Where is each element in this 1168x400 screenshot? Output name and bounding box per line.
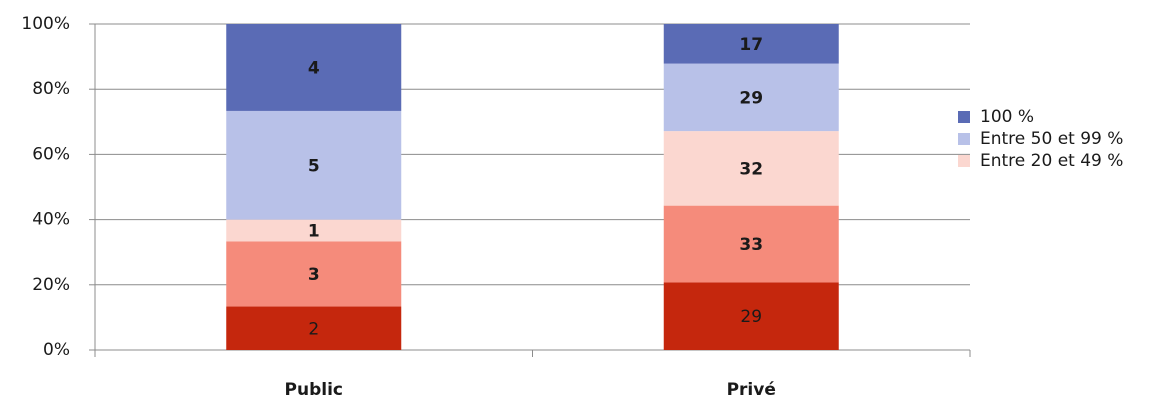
bar-segment	[663, 24, 839, 64]
data-label: 17	[739, 35, 763, 55]
y-tick-label: 60%	[32, 144, 70, 164]
bar-segment	[226, 219, 402, 242]
data-label: 32	[739, 159, 763, 179]
bar-segment	[663, 205, 839, 283]
bar-segment	[226, 24, 402, 111]
bar-segment	[226, 241, 402, 307]
y-tick-label: 100%	[21, 14, 70, 34]
y-tick-label: 0%	[43, 340, 70, 360]
legend-swatch	[958, 111, 970, 123]
data-label: 29	[740, 307, 762, 327]
data-label: 4	[308, 58, 320, 78]
bar-segment	[226, 110, 402, 220]
legend-label: 100 %	[980, 107, 1034, 127]
y-tick-label: 80%	[32, 79, 70, 99]
bar-segment	[226, 306, 402, 350]
data-label: 1	[308, 221, 320, 241]
legend-swatch	[958, 155, 970, 167]
bar-segment	[663, 282, 839, 350]
data-label: 5	[308, 156, 320, 176]
data-label: 29	[739, 88, 763, 108]
data-label: 33	[739, 235, 763, 255]
y-tick-label: 40%	[32, 210, 70, 230]
data-label: 2	[308, 319, 319, 339]
x-tick-label: Privé	[727, 380, 776, 400]
y-tick-label: 20%	[32, 275, 70, 295]
legend-label: Entre 20 et 49 %	[980, 151, 1123, 171]
bar-segment	[663, 63, 839, 132]
x-tick-label: Public	[285, 380, 343, 400]
data-label: 3	[308, 265, 320, 285]
legend-swatch	[958, 133, 970, 145]
legend-label: Entre 50 et 99 %	[980, 129, 1123, 149]
bar-segment	[663, 131, 839, 206]
